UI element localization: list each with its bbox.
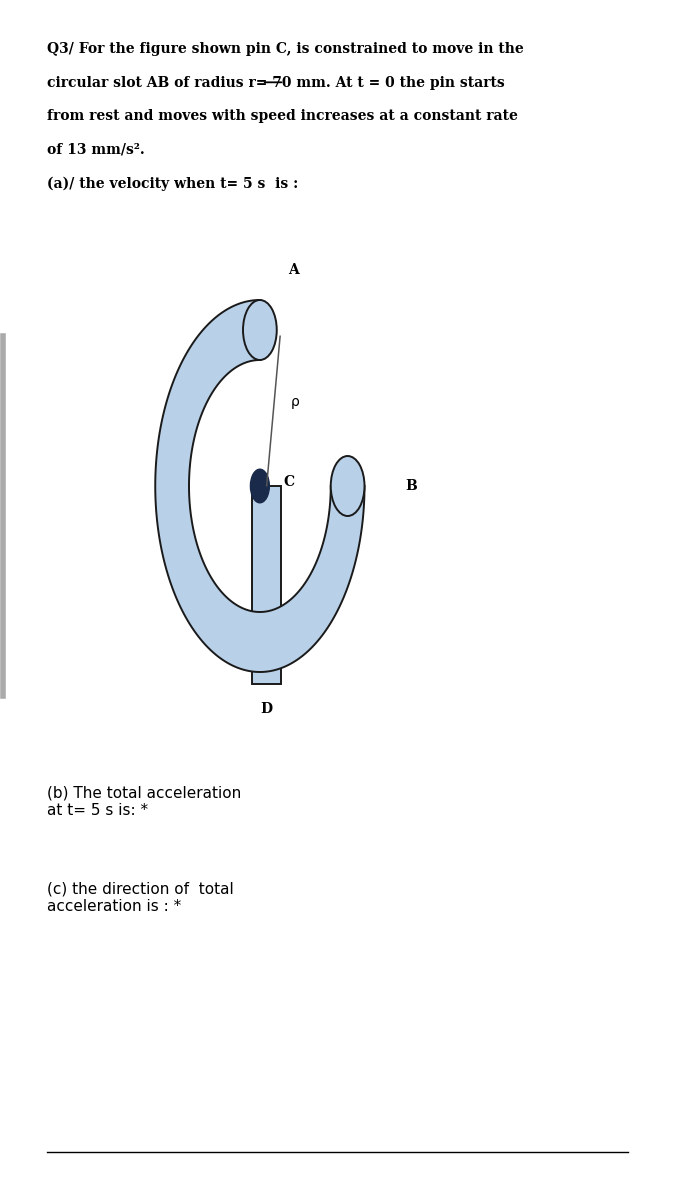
Text: circular slot AB of radius r= 70 mm. At t = 0 the pin starts: circular slot AB of radius r= 70 mm. At … bbox=[47, 76, 505, 90]
Circle shape bbox=[331, 456, 364, 516]
Text: (a)/ the velocity when t= 5 s  is :: (a)/ the velocity when t= 5 s is : bbox=[47, 176, 298, 191]
Bar bbox=[252, 486, 281, 684]
Circle shape bbox=[250, 469, 269, 503]
Text: A: A bbox=[288, 263, 299, 277]
Text: (b) The total acceleration
at t= 5 s is: *: (b) The total acceleration at t= 5 s is:… bbox=[47, 786, 242, 818]
Text: B: B bbox=[405, 479, 416, 493]
Text: ρ: ρ bbox=[290, 395, 299, 409]
Text: C: C bbox=[284, 475, 294, 490]
Text: Q3/ For the figure shown pin C, is constrained to move in the: Q3/ For the figure shown pin C, is const… bbox=[47, 42, 524, 56]
Circle shape bbox=[243, 300, 277, 360]
Text: (c) the direction of  total
acceleration is : *: (c) the direction of total acceleration … bbox=[47, 882, 234, 914]
Polygon shape bbox=[155, 300, 364, 672]
Text: of 13 mm/s².: of 13 mm/s². bbox=[47, 143, 145, 157]
Text: D: D bbox=[261, 702, 273, 716]
Text: from rest and moves with speed increases at a constant rate: from rest and moves with speed increases… bbox=[47, 109, 518, 124]
